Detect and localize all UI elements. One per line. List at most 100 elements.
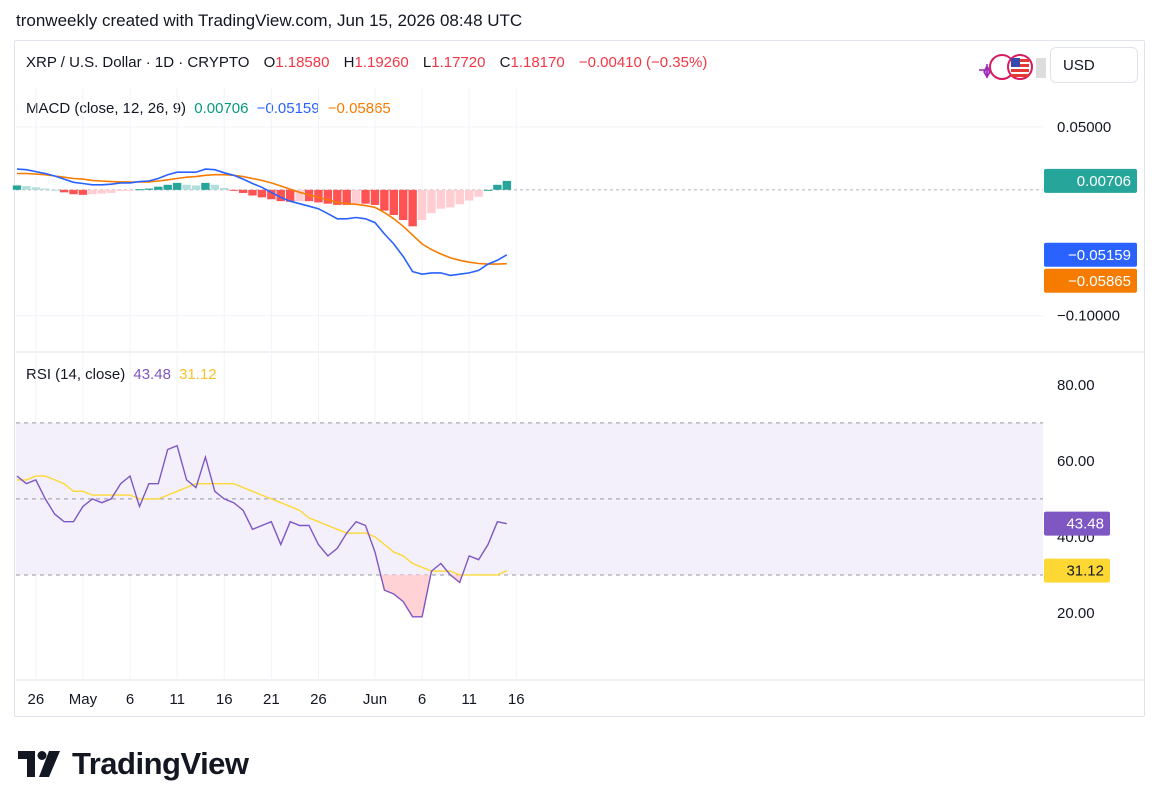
- x-tick-label: May: [69, 691, 98, 708]
- x-tick-label: 6: [418, 691, 426, 708]
- macd-histogram-bar: [172, 182, 182, 190]
- macd-legend-macd: −0.05159: [256, 100, 320, 117]
- macd-hist-tag: 0.00706: [1077, 173, 1131, 190]
- x-tick-label: 6: [126, 691, 134, 708]
- macd-histogram-bar: [97, 189, 106, 194]
- macd-histogram-bar: [59, 189, 69, 193]
- low-value: 1.17720: [431, 54, 486, 71]
- macd-histogram-bar: [88, 189, 97, 195]
- chart-caption: tronweekly created with TradingView.com,…: [16, 11, 523, 30]
- macd-histogram-bar: [12, 185, 22, 190]
- macd-y-tick: −0.10000: [1057, 308, 1120, 325]
- open-label: O: [263, 54, 276, 71]
- tradingview-logo-text: TradingView: [72, 746, 249, 781]
- tradingview-logo[interactable]: TradingView: [18, 744, 249, 784]
- macd-histogram-bar: [333, 189, 342, 205]
- rsi-legend[interactable]: RSI (14, close) 43.48 31.12: [26, 366, 221, 383]
- macd-value-tag: −0.05159: [1068, 247, 1131, 264]
- macd-histogram-bar: [417, 189, 427, 221]
- macd-histogram-bar: [125, 189, 135, 191]
- rsi-value-tag: 43.48: [1066, 516, 1104, 533]
- rsi-ma-tag: 31.12: [1066, 563, 1104, 580]
- chart-frame: [14, 40, 1145, 717]
- macd-histogram-bar: [220, 187, 229, 190]
- high-label: H: [343, 54, 355, 71]
- macd-line: [16, 168, 508, 277]
- macd-y-tick: 0.05000: [1057, 119, 1111, 136]
- symbol-label[interactable]: XRP / U.S. Dollar · 1D · CRYPTO: [26, 54, 250, 71]
- rsi-ma-line: [17, 475, 508, 576]
- x-tick-label: 26: [27, 691, 44, 708]
- macd-histogram-bar: [107, 189, 116, 193]
- macd-histogram-bar: [267, 189, 276, 200]
- macd-histogram-bar: [483, 189, 493, 191]
- tradingview-logo-icon: [18, 751, 60, 777]
- macd-histogram-bar: [116, 189, 125, 192]
- macd-value-tag-bg: [1044, 242, 1137, 267]
- rsi-legend-ma: 31.12: [179, 366, 217, 383]
- macd-histogram-bar: [69, 189, 78, 195]
- high-value: 1.19260: [354, 54, 409, 71]
- x-tick-label: 16: [508, 691, 525, 708]
- rsi-y-tick: 60.00: [1057, 453, 1095, 470]
- close-value: 1.18170: [510, 54, 565, 71]
- macd-legend-hist: 0.00706: [194, 100, 249, 117]
- signal-line: [17, 172, 507, 265]
- currency-selector[interactable]: USD: [1050, 47, 1138, 83]
- macd-histogram-bar: [351, 189, 361, 204]
- macd-histogram-bar: [427, 189, 436, 214]
- symbol-legend: XRP / U.S. Dollar · 1D · CRYPTO O1.18580…: [26, 54, 711, 71]
- macd-legend-name: MACD (close, 12, 26, 9): [26, 100, 187, 117]
- x-tick-label: 16: [216, 691, 233, 708]
- macd-histogram-bar: [342, 189, 351, 205]
- macd-histogram-bar: [380, 189, 389, 211]
- macd-histogram-bar: [408, 189, 417, 227]
- macd-histogram-bar: [201, 182, 210, 190]
- macd-histogram-bar: [399, 189, 408, 221]
- macd-histogram-bar: [295, 189, 304, 202]
- macd-histogram-bar: [389, 189, 398, 215]
- compare-symbols-icon[interactable]: [978, 50, 1048, 82]
- macd-histogram-bar: [182, 184, 191, 190]
- macd-histogram-bar: [50, 189, 59, 191]
- macd-histogram-bar: [248, 189, 257, 196]
- macd-histogram-bar: [464, 189, 474, 201]
- macd-histogram-bar: [144, 188, 154, 190]
- macd-histogram-bar: [238, 189, 248, 193]
- x-tick-label: Jun: [363, 691, 387, 708]
- macd-histogram-bar: [436, 189, 446, 209]
- macd-histogram-bar: [191, 185, 201, 190]
- close-label: C: [499, 54, 511, 71]
- macd-histogram-bar: [135, 189, 144, 191]
- macd-histogram-bar: [285, 189, 295, 202]
- macd-histogram-bar: [276, 189, 285, 202]
- macd-histogram-bar: [502, 180, 512, 190]
- macd-histogram-bar: [257, 189, 267, 198]
- change-value: −0.00410 (−0.35%): [578, 54, 708, 71]
- macd-histogram-bar: [474, 189, 483, 197]
- macd-histogram-bar: [323, 189, 333, 204]
- rsi-y-tick: 80.00: [1057, 377, 1095, 394]
- macd-signal-tag: −0.05865: [1068, 273, 1131, 290]
- macd-histogram-bar: [455, 189, 464, 205]
- low-label: L: [422, 54, 432, 71]
- macd-histogram-bar: [154, 186, 163, 190]
- x-tick-label: 26: [310, 691, 327, 708]
- macd-hist-tag-bg: [1044, 168, 1137, 193]
- rsi-line: [16, 444, 507, 618]
- macd-histogram-bar: [446, 189, 455, 208]
- macd-histogram-bar: [41, 188, 50, 190]
- macd-histogram-bar: [314, 189, 323, 203]
- open-value: 1.18580: [275, 54, 330, 71]
- rsi-legend-name: RSI (14, close): [26, 366, 126, 383]
- macd-histogram-bar: [22, 186, 31, 190]
- macd-signal-tag-bg: [1044, 268, 1137, 293]
- macd-histogram-bar: [370, 189, 380, 205]
- macd-histogram-bar: [210, 184, 220, 190]
- rsi-value-tag-bg: [1044, 511, 1110, 536]
- macd-histogram-bar: [163, 184, 172, 190]
- macd-histogram-bar: [493, 184, 502, 190]
- rsi-y-tick: 20.00: [1057, 605, 1095, 622]
- macd-histogram-bar: [78, 189, 88, 195]
